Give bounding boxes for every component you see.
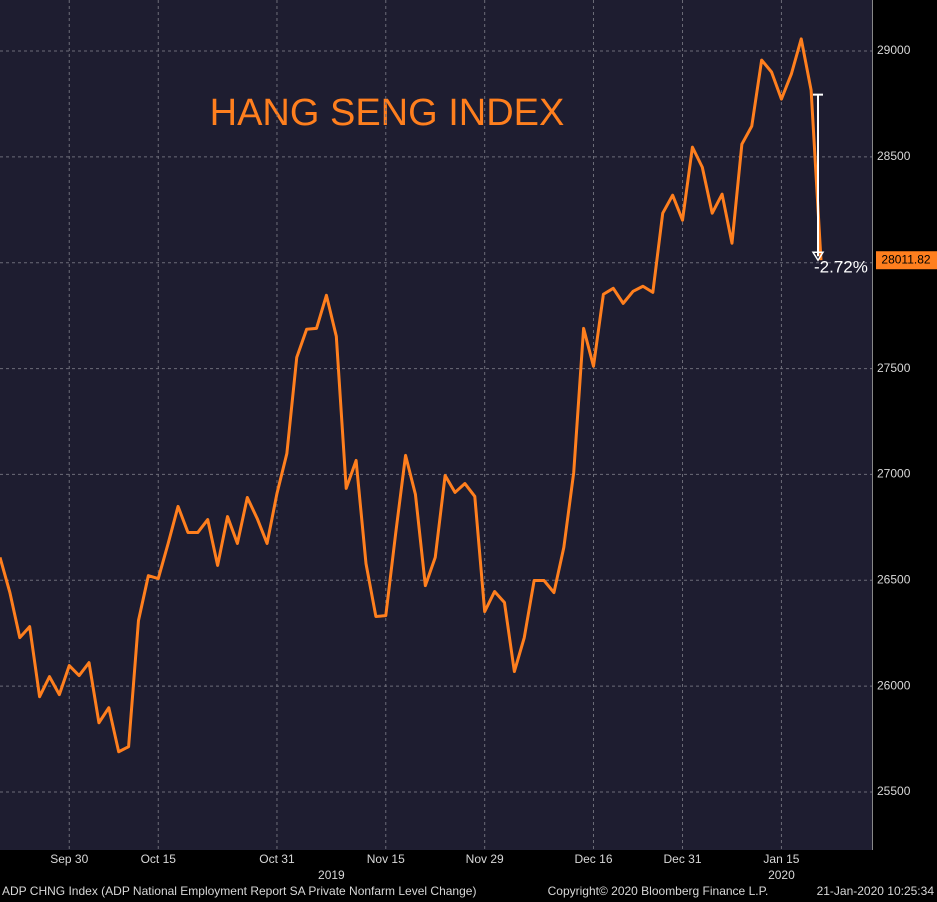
y-tick-label: 28500 bbox=[877, 149, 911, 163]
x-tick-label: Nov 15 bbox=[367, 852, 405, 866]
footer-left: ADP CHNG Index (ADP National Employment … bbox=[2, 884, 476, 898]
y-tick-label: 29000 bbox=[877, 43, 911, 57]
y-tick-label: 25500 bbox=[877, 784, 911, 798]
last-value-tag bbox=[876, 251, 937, 270]
x-tick-label: Nov 29 bbox=[466, 852, 504, 866]
x-tick-label: Dec 31 bbox=[664, 852, 702, 866]
y-tick-label: 26000 bbox=[877, 678, 911, 692]
annotation-text: -2.72% bbox=[814, 258, 868, 277]
chart-title: HANG SENG INDEX bbox=[210, 92, 565, 134]
x-tick-label: Jan 15 bbox=[763, 852, 799, 866]
line bbox=[0, 37, 823, 754]
x-tick-label: Oct 31 bbox=[259, 852, 295, 866]
y-tick-label: 26500 bbox=[877, 572, 911, 586]
x-tick-label: Oct 15 bbox=[141, 852, 177, 866]
x-group-label: 2020 bbox=[768, 868, 795, 882]
annotation-head bbox=[811, 251, 825, 262]
x-tick-label: Dec 16 bbox=[574, 852, 612, 866]
x-group-label: 2019 bbox=[318, 868, 345, 882]
y-tick-label: 27500 bbox=[877, 361, 911, 375]
footer-right: 21-Jan-2020 10:25:34 bbox=[817, 884, 935, 898]
plot-area bbox=[0, 0, 872, 850]
footer-center: Copyright© 2020 Bloomberg Finance L.P. bbox=[548, 884, 769, 898]
x-tick-label: Sep 30 bbox=[50, 852, 88, 866]
y-tick-label: 27000 bbox=[877, 467, 911, 481]
last-value-label: 28011.82 bbox=[881, 252, 930, 266]
